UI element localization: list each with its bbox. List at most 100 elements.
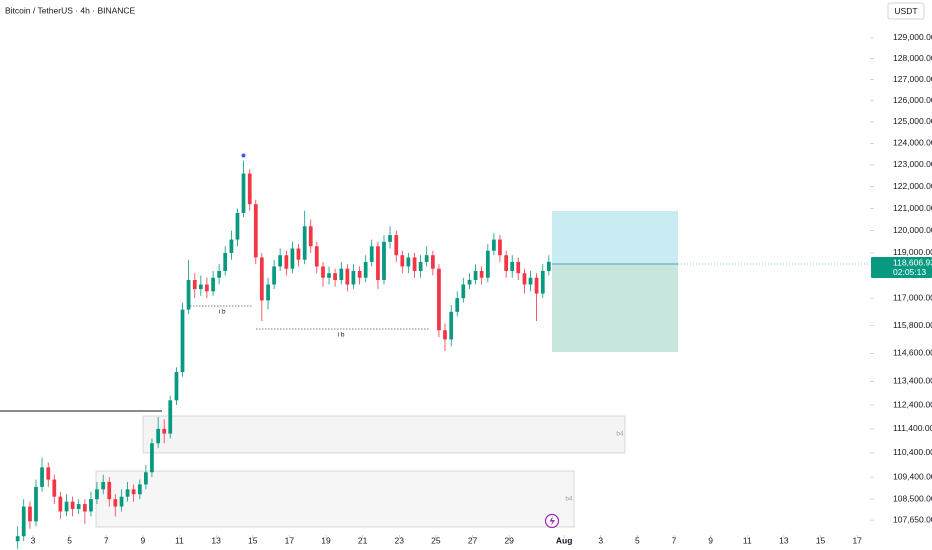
candle-body [327,273,331,278]
order-block-box [95,470,575,528]
y-tick-label: 129,000.00 [893,32,932,42]
y-tick-label: 122,000.00 [893,181,932,191]
candle-body [534,277,539,294]
candle-body [186,279,191,310]
candle-body [376,246,380,280]
currency-box[interactable] [887,2,925,20]
x-tick-label: 7 [672,535,677,545]
candle-body [357,270,362,278]
candle-body [162,428,167,434]
candle-body [235,212,240,240]
high-marker [241,153,246,158]
candle-body [217,270,222,278]
candle-body [467,279,472,285]
x-tick-label: 11 [175,535,184,545]
x-tick-label: 25 [431,535,441,545]
y-tick-label: 114,600.00 [893,348,932,358]
annotation: i b [219,309,226,316]
candle-body [101,482,106,490]
y-tick-label: 127,000.00 [893,74,932,84]
candle-body [15,536,20,542]
candle-body [437,268,441,331]
x-tick-label: 27 [468,535,478,545]
x-tick-label: 5 [635,535,640,545]
y-tick-label: 107,650.00 [893,514,932,524]
candle-body [302,226,307,260]
candle-body [40,467,44,487]
last-price: 118,606.93 [893,257,932,267]
y-tick-label: 119,000.00 [893,247,932,257]
x-tick-label: 15 [248,535,258,545]
candle-body [369,246,374,262]
candle-body [272,266,276,285]
candle-body [70,501,75,509]
y-tick-label: 109,400.00 [893,471,932,481]
candle-body [259,257,264,301]
countdown: 02:05:13 [893,267,926,277]
candle-body [394,235,399,256]
target-zone [552,211,678,264]
candle-body [34,486,38,522]
axes: 129,000.00 128,000.00 127,000.00 126,000.00… [31,32,932,545]
x-tick-label: 21 [358,535,368,545]
y-tick-label: 123,000.00 [893,159,932,169]
y-tick-label: 110,400.00 [893,447,932,457]
candle-body [510,261,515,271]
candle-body [131,489,136,495]
candle-body [455,298,460,312]
candle-body [546,261,551,271]
y-tick-label: 117,000.00 [893,292,932,302]
candle-body [83,504,87,512]
candle-body [449,311,454,340]
x-tick-label: 9 [140,535,145,545]
candle-body [290,248,295,269]
candle-body [522,273,527,285]
x-tick-label: 13 [211,535,221,545]
candle-body [363,261,368,278]
x-tick-label: 11 [743,535,752,545]
currency-label[interactable]: USDT [894,6,917,16]
candle-body [431,255,435,269]
candle-body [76,504,81,509]
candle-body [205,284,209,292]
x-tick-label: 9 [708,535,713,545]
candle-body [28,506,32,522]
candle-body [400,255,405,267]
y-tick-label: 124,000.00 [893,138,932,148]
candle-body [95,489,99,500]
labels: Bitcoin / TetherUS · 4h · BINANCE USDT 1… [5,2,932,529]
candle-body [321,266,325,278]
x-tick-label: 3 [598,535,603,545]
candle-body [278,255,283,267]
candle-body [308,226,313,247]
x-tick-label: 5 [67,535,72,545]
candle-body [424,255,429,262]
candle-body [198,284,203,290]
x-tick-label: 23 [395,535,405,545]
x-tick-label: 17 [852,535,862,545]
candle-body [418,261,423,271]
candle-body [229,239,234,253]
candle-body [540,270,545,294]
candle-body [498,239,502,256]
candle-body [144,472,148,485]
candle-body [223,252,228,271]
candle-body [113,499,118,507]
annotation: b4 [616,431,624,438]
candle-body [52,479,57,497]
candle-body [156,428,161,444]
x-tick-label: 7 [104,535,109,545]
candle-body [284,255,289,269]
candle-body [119,496,124,507]
candle-body [137,484,142,495]
candle-body [345,268,350,285]
candle-body [241,173,246,213]
candle-body [473,270,478,280]
candle-body [485,250,490,278]
alert-bolt [549,516,555,526]
candle-body [125,489,130,497]
candle-body [296,248,301,260]
